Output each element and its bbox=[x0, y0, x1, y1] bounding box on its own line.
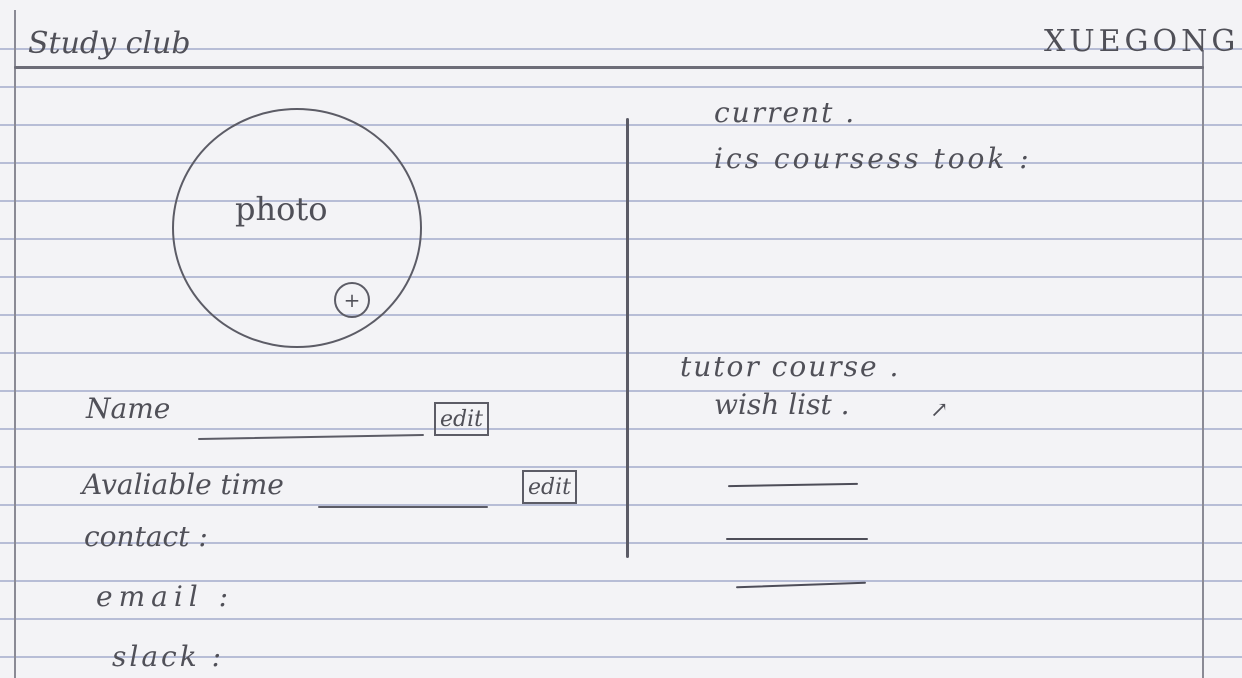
header-divider bbox=[14, 66, 1204, 69]
photo-label: photo bbox=[235, 190, 328, 228]
name-label: Name bbox=[86, 392, 171, 425]
edit-available-time-button[interactable]: edit bbox=[522, 470, 577, 504]
wish-list-label: wish list . bbox=[714, 388, 850, 421]
profile-photo[interactable] bbox=[172, 108, 422, 348]
current-label: current . bbox=[714, 96, 857, 129]
tutor-course-label: tutor course . bbox=[680, 350, 901, 383]
courses-taken-label: ics coursess took : bbox=[714, 142, 1032, 175]
app-title: Study club bbox=[28, 26, 191, 61]
user-name[interactable]: XUEGONG bbox=[1044, 24, 1240, 59]
column-divider bbox=[626, 118, 629, 558]
arrow-icon: ↗ bbox=[930, 398, 949, 423]
email-label: email : bbox=[96, 580, 235, 613]
frame-right-border bbox=[1202, 50, 1204, 678]
wish-list-item[interactable] bbox=[726, 538, 868, 540]
frame-left-border bbox=[14, 10, 16, 678]
available-time-field[interactable] bbox=[318, 506, 488, 508]
edit-name-button[interactable]: edit bbox=[434, 402, 489, 436]
contact-label: contact : bbox=[84, 520, 208, 553]
plus-circle-icon[interactable]: + bbox=[334, 282, 370, 318]
available-time-label: Avaliable time bbox=[82, 468, 284, 501]
slack-label: slack : bbox=[112, 640, 224, 673]
